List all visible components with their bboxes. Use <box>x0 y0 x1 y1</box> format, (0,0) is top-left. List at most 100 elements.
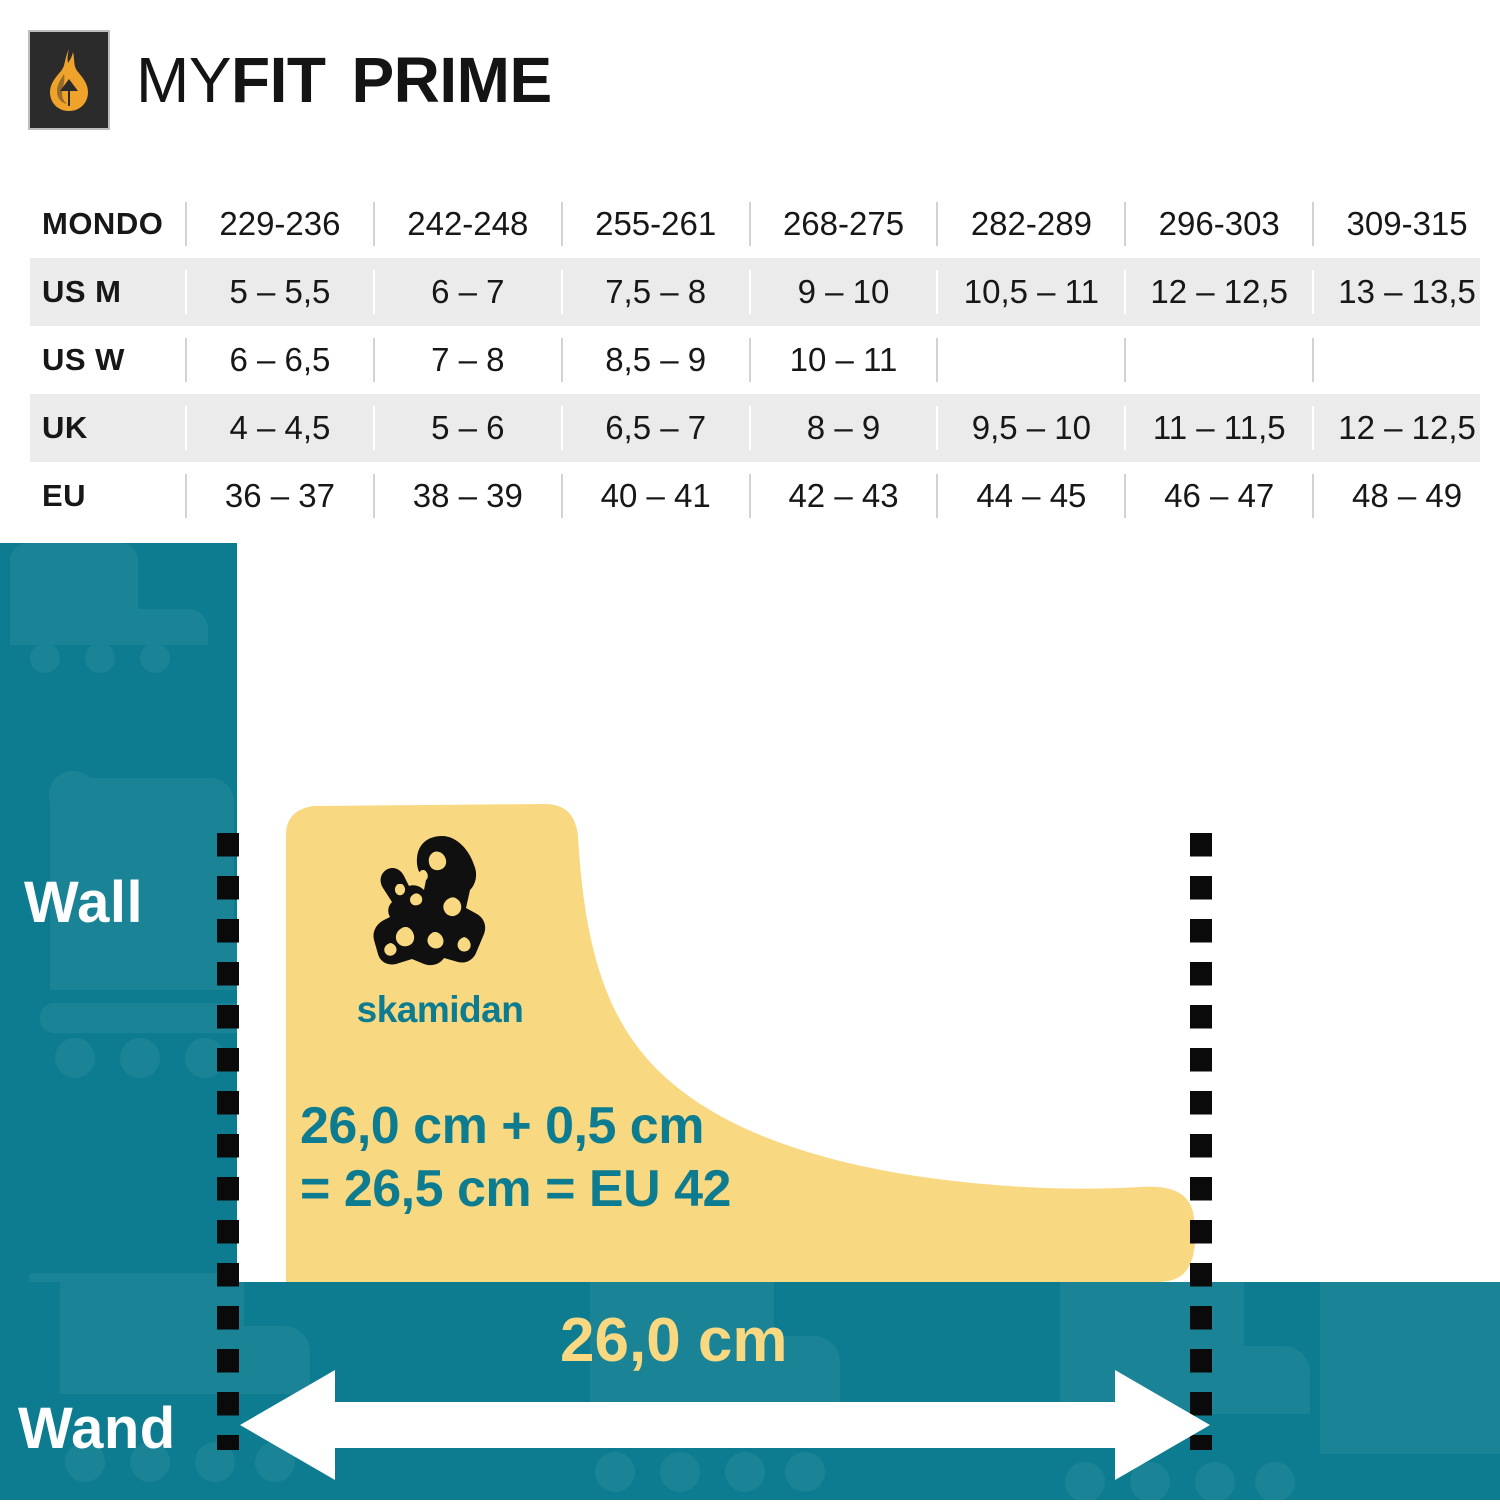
table-cell: 7 – 8 <box>431 341 505 378</box>
row-label: MONDO <box>42 206 164 241</box>
table-cell: 44 – 45 <box>976 477 1087 514</box>
cell-separator <box>936 202 939 246</box>
flame-icon <box>28 30 110 130</box>
cell-separator <box>1124 338 1127 382</box>
cell-separator <box>1312 474 1315 518</box>
table-cell: 42 – 43 <box>788 477 899 514</box>
skate-watermark-icon <box>1320 1282 1500 1454</box>
table-cell: 242-248 <box>407 205 529 242</box>
table-cell: 12 – 12,5 <box>1338 409 1476 446</box>
table-cell: 4 – 4,5 <box>229 409 331 446</box>
table-cell: 9 – 10 <box>797 273 890 310</box>
cell-separator <box>748 474 751 518</box>
brand-wordmark: MYFIT PRIME <box>136 48 552 112</box>
cell-separator <box>372 202 375 246</box>
table-cell: 282-289 <box>970 205 1092 242</box>
cell-separator <box>372 338 375 382</box>
cell-separator <box>1124 474 1127 518</box>
cell-separator <box>1124 202 1127 246</box>
table-cell: 40 – 41 <box>600 477 711 514</box>
table-cell: 10,5 – 11 <box>963 273 1099 310</box>
cell-separator <box>1312 338 1315 382</box>
cell-separator <box>560 338 563 382</box>
table-cell: 229-236 <box>219 205 341 242</box>
table-cell: 8 – 9 <box>806 409 881 446</box>
row-label: UK <box>42 410 88 445</box>
cell-separator <box>185 270 187 314</box>
table-cell: 268-275 <box>782 205 905 242</box>
foot-measurement-text: 26,0 cm + 0,5 cm = 26,5 cm = EU 42 <box>300 1095 731 1222</box>
table-row: US M 5 – 5,5 6 – 7 7,5 – 8 9 – 10 10,5 – 11 12… <box>0 258 1500 326</box>
table-cell: 6 – 7 <box>431 273 505 310</box>
table-cell: 309-315 <box>1346 205 1468 242</box>
table-cell: 5 – 6 <box>431 409 505 446</box>
table-row: UK 4 – 4,5 5 – 6 6,5 – 7 8 – 9 9,5 – 10 11 – 1… <box>0 394 1500 462</box>
cell-separator <box>1124 270 1127 314</box>
row-label: EU <box>42 478 87 513</box>
row-label: US M <box>42 274 122 309</box>
arrow-caption: 26,0 cm <box>560 1306 788 1375</box>
skate-watermark-icon <box>9 543 208 673</box>
cell-separator <box>372 270 375 314</box>
wall-label-en: Wall <box>24 870 144 935</box>
floor-panel <box>0 1282 1500 1500</box>
cell-separator <box>748 202 751 246</box>
size-chart-table: MONDO 229-236 242-248 255-261 268-275 282-289… <box>0 190 1500 530</box>
skate-watermark-icon <box>40 770 237 1078</box>
brand-word-my: MY <box>136 44 232 116</box>
cell-separator <box>1312 270 1315 314</box>
table-cell: 296-303 <box>1158 205 1280 242</box>
table-cell: 38 – 39 <box>412 477 523 514</box>
brand-word-prime: PRIME <box>351 44 552 116</box>
cell-separator <box>560 202 563 246</box>
wall-label-de: Wand <box>18 1396 176 1461</box>
cell-separator <box>185 474 187 518</box>
brand-header: MYFIT PRIME <box>28 30 552 130</box>
measurement-line-2: = 26,5 cm = EU 42 <box>300 1160 731 1219</box>
foot-measurement-diagram <box>0 543 1500 1500</box>
table-cell: 9,5 – 10 <box>971 409 1091 446</box>
table-cell: 10 – 11 <box>789 341 898 378</box>
table-cell: 36 – 37 <box>224 477 335 514</box>
cell-separator <box>560 270 563 314</box>
table-row: MONDO 229-236 242-248 255-261 268-275 282-289… <box>0 190 1500 258</box>
cell-separator <box>936 474 939 518</box>
table-cell: 11 – 11,5 <box>1152 409 1286 446</box>
table-cell: 13 – 13,5 <box>1338 273 1476 310</box>
table-cell: 255-261 <box>595 205 717 242</box>
cell-separator <box>185 338 187 382</box>
table-cell: 46 – 47 <box>1164 477 1275 514</box>
cell-separator <box>936 270 939 314</box>
cell-separator <box>185 202 187 246</box>
table-row: US W 6 – 6,5 7 – 8 8,5 – 9 10 – 11 <box>0 326 1500 394</box>
table-cell: 6 – 6,5 <box>229 341 331 378</box>
table-cell: 7,5 – 8 <box>605 273 707 310</box>
skate-watermark-icon <box>60 1282 310 1482</box>
table-cell: 12 – 12,5 <box>1150 273 1289 310</box>
table-cell: 6,5 – 7 <box>605 409 707 446</box>
skater-illustration-icon <box>373 836 486 966</box>
skamidan-logo: skamidan <box>340 828 540 1031</box>
cell-separator <box>936 338 939 382</box>
skate-watermark-icon <box>590 1282 840 1492</box>
table-cell: 48 – 49 <box>1352 477 1463 514</box>
cell-separator <box>1312 406 1315 450</box>
cell-separator <box>748 270 751 314</box>
cell-separator <box>1124 406 1127 450</box>
cell-separator <box>372 474 375 518</box>
measurement-line-1: 26,0 cm + 0,5 cm <box>300 1097 704 1155</box>
cell-separator <box>185 406 187 450</box>
cell-separator <box>1312 202 1315 246</box>
brand-word-fit: FIT <box>231 44 326 116</box>
skamidan-wordmark: skamidan <box>356 989 524 1030</box>
table-row: EU 36 – 37 38 – 39 40 – 41 42 – 43 44 – 45 46 … <box>0 462 1500 530</box>
cell-separator <box>936 406 939 450</box>
cell-separator <box>372 406 375 450</box>
cell-separator <box>748 406 751 450</box>
wall-guide-line <box>217 833 239 1450</box>
cell-separator <box>748 338 751 382</box>
table-cell: 8,5 – 9 <box>605 341 707 378</box>
cell-separator <box>560 474 563 518</box>
cell-separator <box>560 406 563 450</box>
toe-guide-line <box>1190 833 1212 1450</box>
